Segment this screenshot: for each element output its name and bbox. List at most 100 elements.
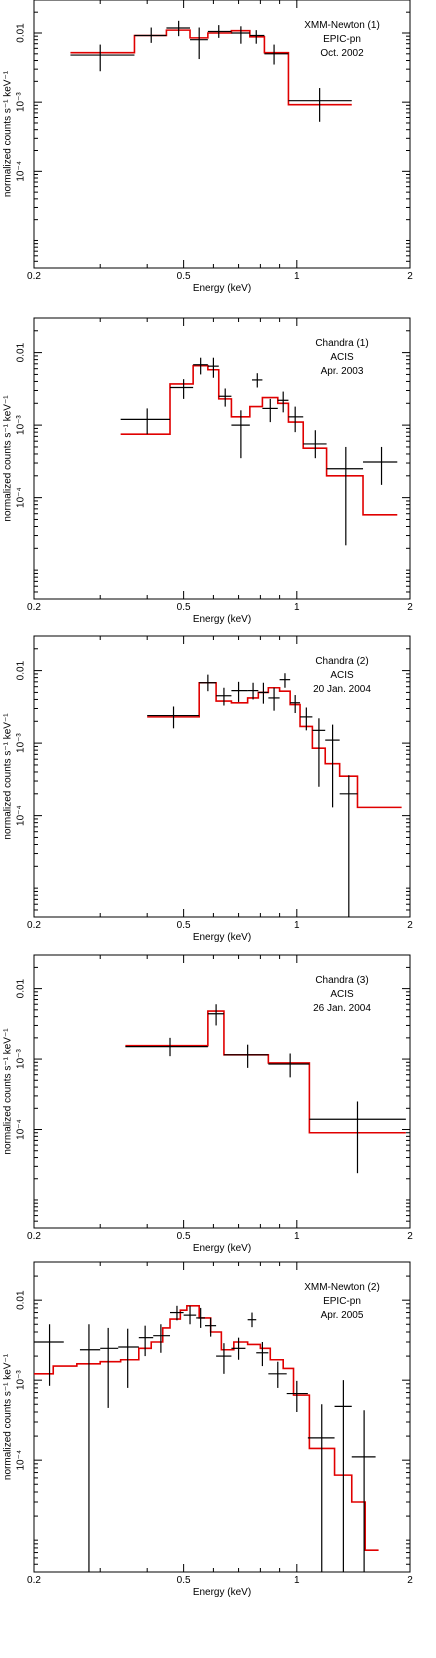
panel-annotation-line: ACIS <box>330 989 354 1000</box>
x-tick-label: 0.5 <box>177 1231 191 1242</box>
x-tick-label: 0.5 <box>177 271 191 282</box>
y-tick-label: 10⁻³ <box>16 1049 27 1069</box>
panel-annotation-line: XMM-Newton (2) <box>304 1282 380 1293</box>
x-axis-label: Energy (keV) <box>193 614 251 625</box>
data-point <box>70 44 135 72</box>
plot-frame <box>33 0 411 269</box>
y-tick-label: 0.01 <box>16 660 27 680</box>
y-axis-label: normalized counts s⁻¹ keV⁻¹ <box>3 395 14 522</box>
data-point <box>277 391 289 413</box>
x-tick-label: 2 <box>407 1231 413 1242</box>
data-point <box>264 44 289 65</box>
data-point <box>262 398 278 423</box>
data-point <box>125 1037 208 1057</box>
data-point <box>288 406 304 433</box>
y-tick-label: 10⁻⁴ <box>16 1119 27 1140</box>
plot-frame <box>33 954 411 1229</box>
data-point <box>170 379 194 399</box>
y-tick-label: 10⁻³ <box>16 92 27 112</box>
data-point <box>303 430 327 459</box>
data-point <box>199 674 217 692</box>
x-axis-label: Energy (keV) <box>193 1587 251 1598</box>
chart-panel-2: 0.2 0.5 1 2 0.01 10⁻³ 10⁻⁴ Energy (keV) normaliz… <box>3 317 413 625</box>
y-tick-label: 10⁻⁴ <box>16 1450 27 1471</box>
data-point <box>268 1361 287 1388</box>
panel-annotation-line: ACIS <box>330 670 354 681</box>
y-axis-label: normalized counts s⁻¹ keV⁻¹ <box>3 70 14 197</box>
data-point <box>326 446 364 546</box>
model-step-line <box>70 29 352 106</box>
data-point <box>170 1305 184 1321</box>
data-point <box>218 388 232 407</box>
data-point <box>290 695 301 714</box>
data-point <box>247 1312 257 1328</box>
chart-panel-4: 0.2 0.5 1 2 0.01 10⁻³ 10⁻⁴ Energy (keV) normaliz… <box>3 954 413 1254</box>
y-tick-label: 10⁻³ <box>16 1370 27 1390</box>
x-axis-label: Energy (keV) <box>193 283 251 294</box>
data-point <box>307 1404 335 1572</box>
data-point <box>138 1325 154 1357</box>
plot-frame <box>33 635 411 918</box>
panel-annotation-line: Chandra (2) <box>315 656 368 667</box>
panel-annotation-line: 26 Jan. 2004 <box>313 1003 371 1014</box>
data-point <box>166 20 191 37</box>
x-tick-label: 0.2 <box>27 271 41 282</box>
data-point <box>309 1101 406 1174</box>
data-point <box>153 1324 171 1353</box>
data-point <box>223 1044 269 1068</box>
data-point <box>118 1328 139 1388</box>
data-point <box>339 775 358 917</box>
data-point <box>205 1317 217 1337</box>
data-point <box>216 1343 232 1374</box>
panel-annotation-line: Oct. 2002 <box>320 48 364 59</box>
panel-annotation-line: XMM-Newton (1) <box>304 20 380 31</box>
x-axis-label: Energy (keV) <box>193 1243 251 1254</box>
data-point <box>231 681 248 702</box>
panel-annotation-line: Chandra (3) <box>315 975 368 986</box>
y-tick-label: 0.01 <box>16 1290 27 1310</box>
panel-annotation-line: EPIC-pn <box>323 34 361 45</box>
x-tick-label: 2 <box>407 920 413 931</box>
data-point <box>312 718 326 787</box>
y-axis-label: normalized counts s⁻¹ keV⁻¹ <box>3 1028 14 1155</box>
data-point <box>363 446 398 485</box>
x-tick-label: 1 <box>294 1231 300 1242</box>
y-axis-label: normalized counts s⁻¹ keV⁻¹ <box>3 1353 14 1480</box>
panel-annotation-line: EPIC-pn <box>323 1296 361 1307</box>
data-point <box>196 1307 206 1328</box>
data-point <box>183 1305 197 1325</box>
x-tick-label: 0.5 <box>177 602 191 613</box>
data-point <box>120 408 171 435</box>
y-tick-label: 0.01 <box>16 978 27 998</box>
x-tick-label: 2 <box>407 602 413 613</box>
panel-annotation-line: ACIS <box>330 352 354 363</box>
x-tick-label: 1 <box>294 1575 300 1586</box>
data-point <box>231 26 250 44</box>
data-point <box>79 1324 101 1572</box>
x-tick-label: 2 <box>407 271 413 282</box>
x-tick-label: 0.2 <box>27 1575 41 1586</box>
data-point <box>216 687 232 706</box>
x-tick-label: 1 <box>294 602 300 613</box>
data-point <box>258 682 269 704</box>
data-point <box>207 25 232 38</box>
data-point <box>193 357 208 375</box>
data-point <box>279 673 291 688</box>
data-point <box>351 1410 376 1572</box>
data-point <box>325 724 340 808</box>
chart-panel-5: 0.2 0.5 1 2 0.01 10⁻³ 10⁻⁴ Energy (keV) normaliz… <box>3 1261 413 1598</box>
y-tick-label: 0.01 <box>16 23 27 43</box>
x-tick-label: 1 <box>294 271 300 282</box>
panel-annotation-line: Apr. 2005 <box>321 1310 364 1321</box>
y-axis-label: normalized counts s⁻¹ keV⁻¹ <box>3 713 14 840</box>
data-point <box>288 88 352 122</box>
data-point <box>256 1341 269 1367</box>
y-tick-label: 0.01 <box>16 342 27 362</box>
panel-annotation-line: Chandra (1) <box>315 338 368 349</box>
panel-annotation-line: 20 Jan. 2004 <box>313 684 371 695</box>
data-point <box>207 1004 224 1026</box>
data-point <box>334 1380 352 1572</box>
y-tick-label: 10⁻³ <box>16 415 27 435</box>
x-tick-label: 0.2 <box>27 1231 41 1242</box>
